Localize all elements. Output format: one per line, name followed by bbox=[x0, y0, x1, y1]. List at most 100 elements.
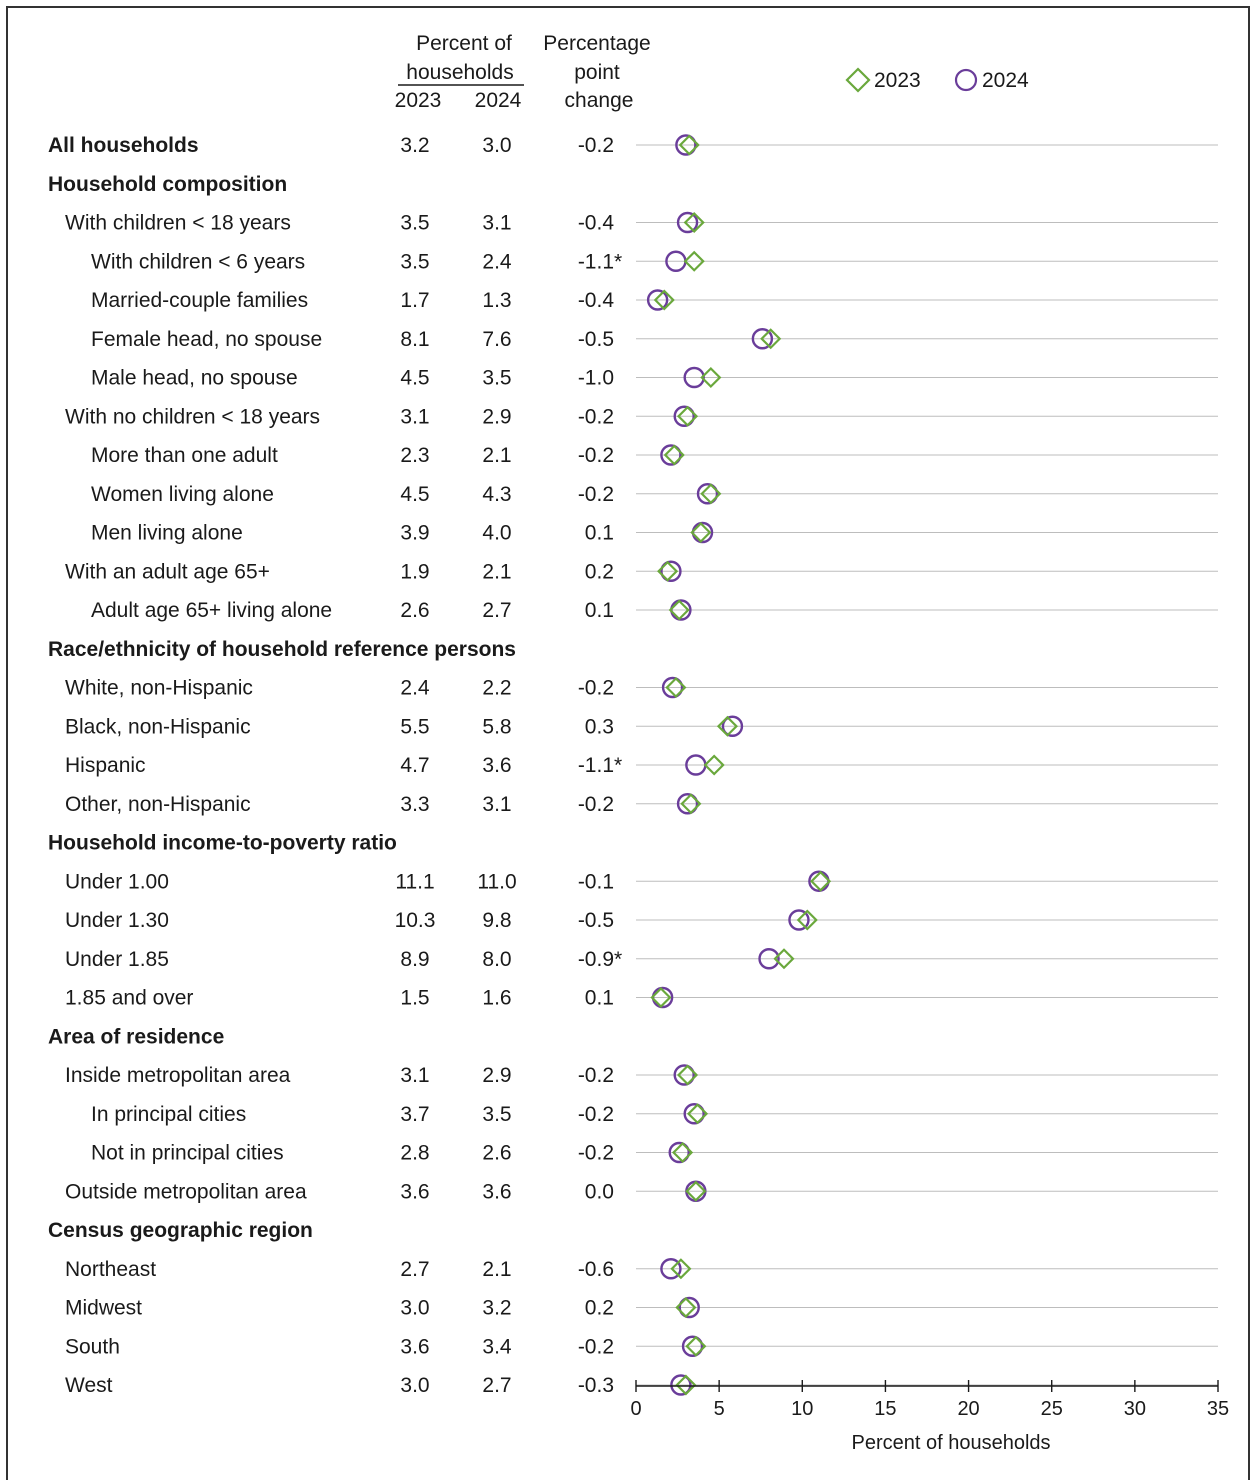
value-2024: 8.0 bbox=[482, 948, 511, 971]
legend-diamond-icon bbox=[845, 67, 871, 93]
row-label: Under 1.30 bbox=[65, 909, 169, 932]
value-2023: 4.7 bbox=[400, 754, 429, 777]
marker-2024 bbox=[751, 328, 774, 350]
value-2023: 10.3 bbox=[395, 909, 436, 932]
value-2023: 4.5 bbox=[400, 483, 429, 506]
marker-2024 bbox=[670, 1374, 692, 1396]
marker-2023 bbox=[810, 870, 832, 892]
marker-2023 bbox=[670, 1258, 692, 1280]
header-percent-line2: households bbox=[406, 61, 513, 84]
change-value: -0.2 bbox=[578, 677, 614, 700]
marker-2023 bbox=[683, 250, 705, 272]
significance-marker: * bbox=[614, 754, 622, 777]
value-2024: 2.7 bbox=[482, 599, 511, 622]
row-label: More than one adult bbox=[91, 444, 278, 467]
value-2024: 3.1 bbox=[482, 212, 511, 235]
change-value: 0.1 bbox=[585, 987, 614, 1010]
change-value: 0.1 bbox=[585, 599, 614, 622]
x-tick-label: 10 bbox=[791, 1398, 813, 1420]
value-2023: 2.3 bbox=[400, 444, 429, 467]
value-2023: 2.4 bbox=[400, 677, 430, 700]
x-axis-label: Percent of households bbox=[851, 1432, 1050, 1454]
change-value: -1.1 bbox=[578, 754, 614, 777]
value-2023: 3.6 bbox=[400, 1180, 429, 1203]
marker-2023 bbox=[672, 1141, 694, 1164]
row-label: Adult age 65+ living alone bbox=[91, 599, 332, 622]
row-label: Midwest bbox=[65, 1297, 142, 1320]
row-label: White, non-Hispanic bbox=[65, 677, 253, 700]
value-2024: 1.3 bbox=[482, 289, 511, 312]
value-2023: 2.7 bbox=[400, 1258, 429, 1281]
row-label: Inside metropolitan area bbox=[65, 1064, 291, 1087]
value-2024: 3.6 bbox=[482, 1180, 511, 1203]
value-2024: 3.5 bbox=[482, 367, 511, 390]
row-label: With an adult age 65+ bbox=[65, 560, 270, 583]
x-axis: 0 5 10 15 20 25 30 35 bbox=[630, 1380, 1229, 1420]
value-2024: 3.2 bbox=[482, 1297, 511, 1320]
value-2023: 3.1 bbox=[400, 405, 429, 428]
marker-2024 bbox=[683, 366, 705, 389]
x-tick-label: 20 bbox=[957, 1398, 979, 1420]
marker-2024 bbox=[721, 715, 744, 737]
change-value: -0.5 bbox=[578, 328, 614, 351]
row-label: Other, non-Hispanic bbox=[65, 793, 251, 816]
row-label: Male head, no spouse bbox=[91, 367, 298, 390]
marker-2023 bbox=[685, 1335, 707, 1357]
marker-2023 bbox=[703, 754, 725, 776]
change-value: -0.2 bbox=[578, 793, 614, 816]
row-label: West bbox=[65, 1374, 113, 1397]
value-2024: 2.1 bbox=[482, 1258, 511, 1281]
value-2023: 3.9 bbox=[400, 522, 429, 545]
marker-2024 bbox=[673, 1064, 695, 1086]
value-2024: 2.9 bbox=[482, 1064, 511, 1087]
row-label: Northeast bbox=[65, 1258, 156, 1281]
value-2024: 4.0 bbox=[482, 522, 511, 545]
marker-2024 bbox=[788, 909, 810, 931]
value-2023: 1.9 bbox=[400, 560, 429, 583]
marker-2023 bbox=[668, 599, 690, 621]
row-label: Men living alone bbox=[91, 522, 243, 545]
marker-2024 bbox=[758, 948, 780, 970]
legend-label-2023: 2023 bbox=[874, 69, 921, 92]
value-2024: 3.4 bbox=[482, 1335, 512, 1358]
change-value: -0.2 bbox=[578, 483, 614, 506]
chart-frame bbox=[6, 6, 1250, 1480]
change-value: -0.9 bbox=[578, 948, 614, 971]
marker-2024 bbox=[678, 1296, 700, 1319]
section-label: Census geographic region bbox=[48, 1219, 313, 1242]
change-value: 0.2 bbox=[585, 1297, 614, 1320]
header-change-line3: change bbox=[565, 89, 634, 112]
marker-2023 bbox=[683, 211, 705, 234]
value-2024: 9.8 bbox=[482, 909, 511, 932]
change-value: -0.3 bbox=[578, 1374, 614, 1397]
legend-circle-icon bbox=[954, 68, 978, 92]
change-value: -0.4 bbox=[578, 289, 615, 312]
marker-2023 bbox=[657, 560, 679, 582]
section-label: Race/ethnicity of household reference pe… bbox=[48, 638, 516, 661]
row-label: Women living alone bbox=[91, 483, 274, 506]
significance-marker: * bbox=[614, 250, 622, 273]
row-label: Married-couple families bbox=[91, 289, 308, 312]
value-2023: 8.9 bbox=[400, 948, 429, 971]
value-2024: 2.6 bbox=[482, 1142, 511, 1165]
significance-marker: * bbox=[614, 948, 622, 971]
marker-2023 bbox=[676, 1064, 699, 1086]
row-label: 1.85 and over bbox=[65, 987, 193, 1010]
row-label: With children < 18 years bbox=[65, 212, 291, 235]
row-label: Under 1.00 bbox=[65, 870, 169, 893]
value-2024: 2.2 bbox=[482, 677, 511, 700]
marker-2024 bbox=[668, 1141, 690, 1164]
value-2024: 3.0 bbox=[482, 134, 511, 157]
x-tick-label: 0 bbox=[630, 1398, 641, 1420]
marker-2023 bbox=[676, 405, 699, 427]
value-2023: 8.1 bbox=[400, 328, 429, 351]
change-value: -0.2 bbox=[578, 1064, 614, 1087]
marker-2023 bbox=[675, 1374, 697, 1396]
value-2023: 3.2 bbox=[400, 134, 429, 157]
value-2023: 3.3 bbox=[400, 793, 429, 816]
marker-2023 bbox=[690, 521, 712, 544]
header-percent-line1: Percent of bbox=[416, 32, 512, 55]
marker-2023 bbox=[678, 134, 700, 156]
data-rows: All households 3.2 3.0 -0.2 Household compos… bbox=[48, 134, 1218, 1397]
